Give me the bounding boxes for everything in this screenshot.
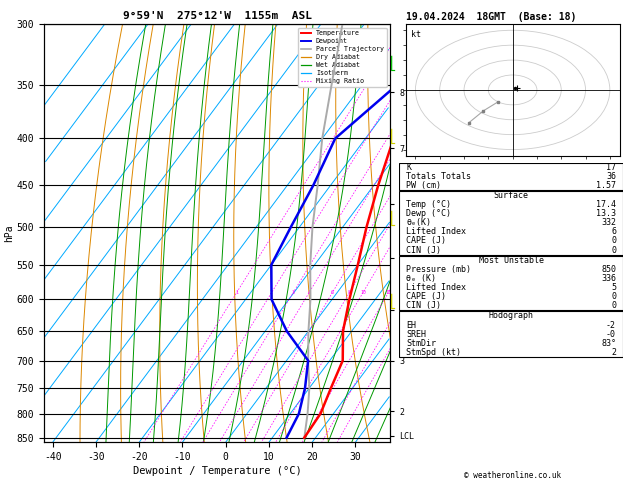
Text: Pressure (mb): Pressure (mb) — [406, 265, 471, 274]
Text: ⎣: ⎣ — [390, 128, 396, 144]
Text: Lifted Index: Lifted Index — [406, 227, 466, 237]
Text: 0: 0 — [611, 245, 616, 255]
Text: ⎣: ⎣ — [390, 55, 396, 71]
X-axis label: Dewpoint / Temperature (°C): Dewpoint / Temperature (°C) — [133, 466, 301, 476]
Text: 8: 8 — [348, 290, 351, 295]
Text: StmSpd (kt): StmSpd (kt) — [406, 347, 461, 357]
Text: Hodograph: Hodograph — [489, 312, 533, 320]
Text: © weatheronline.co.uk: © weatheronline.co.uk — [464, 471, 561, 480]
Title: 9°59'N  275°12'W  1155m  ASL: 9°59'N 275°12'W 1155m ASL — [123, 11, 311, 21]
Text: 4: 4 — [308, 290, 311, 295]
Text: θₑ(K): θₑ(K) — [406, 218, 431, 227]
Text: Dewp (°C): Dewp (°C) — [406, 209, 451, 218]
Text: -0: -0 — [606, 330, 616, 339]
Text: Temp (°C): Temp (°C) — [406, 200, 451, 209]
FancyBboxPatch shape — [399, 163, 623, 190]
Text: θₑ (K): θₑ (K) — [406, 274, 436, 283]
Text: 17: 17 — [606, 163, 616, 172]
Text: 36: 36 — [606, 172, 616, 181]
Text: 1.57: 1.57 — [596, 181, 616, 190]
Text: ⎣: ⎣ — [390, 294, 396, 309]
Y-axis label: km
ASL: km ASL — [417, 226, 436, 241]
Text: Most Unstable: Most Unstable — [479, 256, 543, 265]
Text: 2: 2 — [270, 290, 273, 295]
Text: Surface: Surface — [494, 191, 528, 200]
Text: EH: EH — [406, 320, 416, 330]
Text: 332: 332 — [601, 218, 616, 227]
Text: 6: 6 — [331, 290, 334, 295]
Text: 19.04.2024  18GMT  (Base: 18): 19.04.2024 18GMT (Base: 18) — [406, 12, 576, 22]
Text: 0: 0 — [611, 301, 616, 310]
FancyBboxPatch shape — [399, 312, 623, 357]
Text: 0: 0 — [611, 292, 616, 301]
Text: K: K — [406, 163, 411, 172]
Text: PW (cm): PW (cm) — [406, 181, 441, 190]
Text: 0: 0 — [611, 237, 616, 245]
FancyBboxPatch shape — [399, 256, 623, 310]
Text: 15: 15 — [386, 290, 391, 295]
Text: 17.4: 17.4 — [596, 200, 616, 209]
Text: SREH: SREH — [406, 330, 426, 339]
Text: CAPE (J): CAPE (J) — [406, 237, 446, 245]
Text: Totals Totals: Totals Totals — [406, 172, 471, 181]
Text: 3: 3 — [292, 290, 294, 295]
Text: CIN (J): CIN (J) — [406, 301, 441, 310]
Text: 336: 336 — [601, 274, 616, 283]
Text: CIN (J): CIN (J) — [406, 245, 441, 255]
Text: CAPE (J): CAPE (J) — [406, 292, 446, 301]
Text: 6: 6 — [611, 227, 616, 237]
Text: 1: 1 — [235, 290, 238, 295]
Text: 13.3: 13.3 — [596, 209, 616, 218]
Text: 10: 10 — [360, 290, 366, 295]
Text: -2: -2 — [606, 320, 616, 330]
FancyBboxPatch shape — [399, 191, 623, 255]
Y-axis label: hPa: hPa — [4, 225, 14, 242]
Text: Lifted Index: Lifted Index — [406, 283, 466, 292]
Text: ⎣: ⎣ — [390, 211, 396, 226]
Text: StmDir: StmDir — [406, 339, 436, 347]
Text: 83°: 83° — [601, 339, 616, 347]
Text: 2: 2 — [611, 347, 616, 357]
Text: 850: 850 — [601, 265, 616, 274]
Legend: Temperature, Dewpoint, Parcel Trajectory, Dry Adiabat, Wet Adiabat, Isotherm, Mi: Temperature, Dewpoint, Parcel Trajectory… — [298, 28, 387, 87]
Text: kt: kt — [411, 30, 421, 39]
Text: 5: 5 — [611, 283, 616, 292]
